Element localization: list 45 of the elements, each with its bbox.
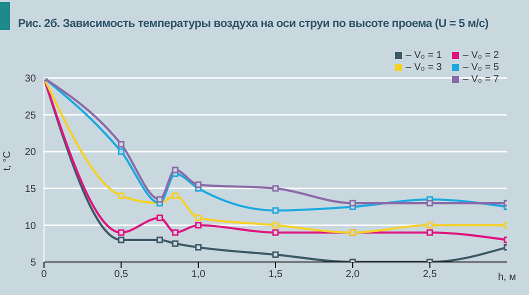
legend-label: – V₀ = 5 <box>462 62 499 73</box>
legend-label: – V₀ = 2 <box>462 50 499 61</box>
x-tick-label: 1,0 <box>191 269 206 280</box>
y-tick-label: 25 <box>24 110 36 122</box>
point <box>118 192 124 200</box>
x-tick-label: 0 <box>41 269 48 280</box>
point <box>156 236 163 244</box>
point <box>272 207 279 214</box>
point <box>272 251 279 258</box>
y-tick-label: 30 <box>24 74 36 85</box>
point <box>118 148 124 155</box>
legend-label: – V₀ = 1 <box>406 50 442 61</box>
y-axis-title: t, °C <box>2 151 13 171</box>
point <box>118 140 124 148</box>
point <box>156 196 163 203</box>
point <box>272 185 279 192</box>
point <box>195 181 202 188</box>
y-tick-label: 5 <box>30 258 36 269</box>
point <box>118 229 124 236</box>
point <box>272 222 279 228</box>
x-tick-label: 1,5 <box>268 269 283 280</box>
x-tick-label: 2,0 <box>346 269 360 280</box>
legend-label: – V₀ = 7 <box>462 74 499 85</box>
x-tick-label: 0,5 <box>114 269 129 280</box>
y-tick-label: 10 <box>24 220 36 232</box>
point <box>172 229 178 236</box>
x-tick-label: 2,5 <box>422 269 438 280</box>
point <box>172 166 178 174</box>
point <box>272 229 279 236</box>
point <box>156 214 163 222</box>
y-tick-label: 15 <box>24 184 36 195</box>
legend-label: – V₀ = 3 <box>406 62 442 73</box>
point <box>195 244 202 251</box>
point <box>118 236 124 244</box>
point <box>426 200 434 206</box>
point <box>426 229 434 236</box>
point <box>195 222 202 228</box>
point <box>172 240 178 247</box>
point <box>426 222 434 228</box>
point <box>349 200 356 206</box>
y-tick-label: 20 <box>24 147 36 158</box>
x-axis-title: h, м <box>498 272 516 283</box>
point <box>172 192 178 200</box>
chart-title: Рис. 2б. Зависимость температуры воздуха на оси струи по высоте проема (U = 5 м/с) <box>18 18 488 30</box>
point <box>195 214 202 222</box>
